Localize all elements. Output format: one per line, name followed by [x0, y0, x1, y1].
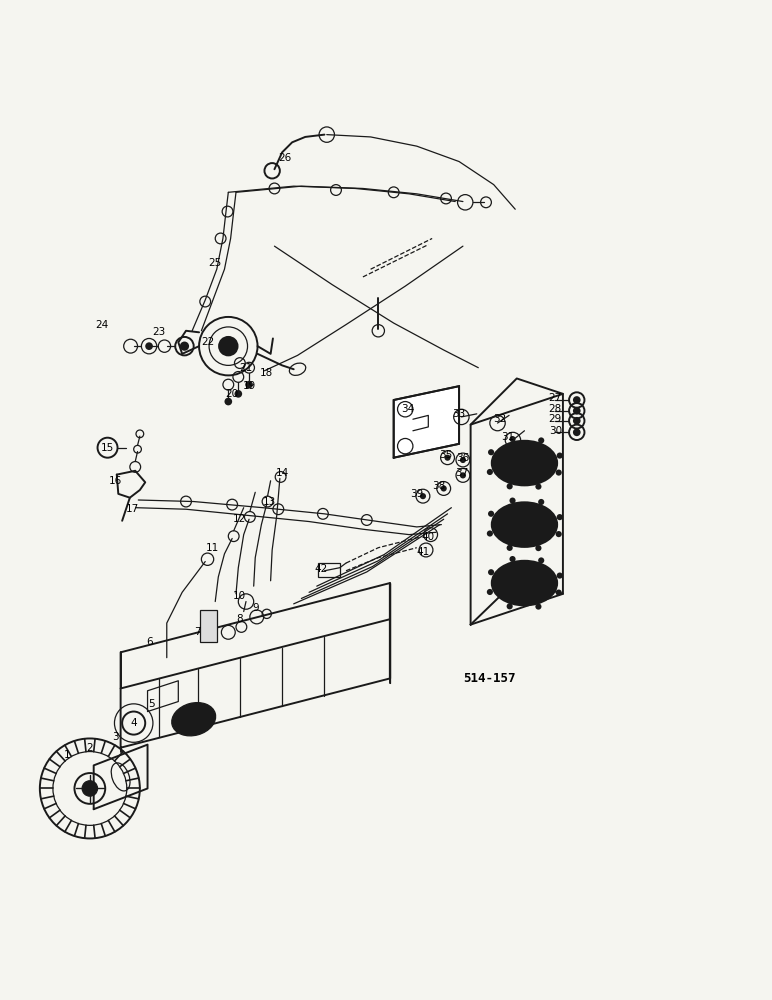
- Text: 4: 4: [130, 718, 137, 728]
- Ellipse shape: [515, 576, 534, 590]
- Text: 14: 14: [276, 468, 289, 478]
- Text: 6: 6: [146, 637, 152, 647]
- Text: 35: 35: [439, 450, 452, 460]
- Text: 13: 13: [262, 497, 276, 507]
- Circle shape: [488, 569, 494, 575]
- Circle shape: [556, 469, 562, 476]
- Text: 22: 22: [201, 337, 214, 347]
- Text: 42: 42: [314, 564, 327, 574]
- Circle shape: [506, 483, 513, 489]
- Ellipse shape: [171, 703, 215, 736]
- Circle shape: [145, 342, 153, 350]
- Text: 25: 25: [208, 258, 222, 268]
- Circle shape: [487, 469, 493, 475]
- Text: 24: 24: [95, 320, 108, 330]
- Circle shape: [488, 449, 494, 455]
- Text: 1: 1: [63, 750, 70, 760]
- Text: 15: 15: [101, 443, 114, 453]
- Text: 11: 11: [206, 543, 219, 553]
- Circle shape: [225, 398, 232, 405]
- Circle shape: [506, 545, 513, 551]
- Circle shape: [556, 589, 562, 596]
- Ellipse shape: [515, 518, 534, 532]
- Circle shape: [573, 428, 581, 436]
- Text: 36: 36: [456, 453, 469, 463]
- Text: 16: 16: [109, 476, 122, 486]
- Text: 26: 26: [278, 153, 291, 163]
- Circle shape: [573, 407, 581, 415]
- Circle shape: [445, 455, 451, 461]
- Text: 9: 9: [252, 603, 259, 613]
- Text: 19: 19: [242, 381, 256, 391]
- Bar: [200, 610, 217, 642]
- Circle shape: [538, 557, 544, 564]
- Ellipse shape: [515, 456, 534, 470]
- Circle shape: [488, 511, 494, 517]
- Circle shape: [420, 493, 426, 499]
- Text: 34: 34: [401, 404, 414, 414]
- Text: 18: 18: [260, 368, 273, 378]
- Ellipse shape: [492, 441, 557, 485]
- Text: 21: 21: [239, 363, 252, 373]
- Polygon shape: [394, 386, 459, 458]
- Text: 12: 12: [233, 514, 246, 524]
- Ellipse shape: [492, 502, 557, 547]
- Text: 8: 8: [236, 614, 243, 624]
- Circle shape: [557, 452, 563, 459]
- Text: 2: 2: [86, 743, 93, 753]
- Circle shape: [556, 531, 562, 537]
- Circle shape: [557, 514, 563, 520]
- Text: 20: 20: [225, 389, 239, 399]
- Text: 5: 5: [148, 699, 154, 709]
- Circle shape: [573, 396, 581, 404]
- Circle shape: [235, 390, 242, 398]
- Circle shape: [535, 545, 541, 551]
- Circle shape: [460, 457, 466, 463]
- Circle shape: [557, 572, 563, 579]
- Circle shape: [180, 342, 189, 351]
- Text: 10: 10: [233, 591, 246, 601]
- Circle shape: [535, 484, 541, 490]
- Ellipse shape: [503, 510, 546, 539]
- Text: 29: 29: [549, 414, 562, 424]
- Circle shape: [487, 589, 493, 595]
- Text: 7: 7: [195, 627, 201, 637]
- Ellipse shape: [503, 448, 546, 478]
- Bar: [318, 563, 340, 577]
- Circle shape: [538, 499, 544, 505]
- Text: 3: 3: [112, 732, 119, 742]
- Text: 37: 37: [455, 468, 468, 478]
- Text: 40: 40: [422, 532, 435, 542]
- Circle shape: [460, 472, 466, 478]
- Text: 33: 33: [452, 409, 466, 419]
- Circle shape: [245, 381, 253, 388]
- Text: 23: 23: [152, 327, 166, 337]
- Text: 38: 38: [432, 481, 445, 491]
- Text: 31: 31: [501, 432, 514, 442]
- Circle shape: [535, 604, 541, 610]
- Circle shape: [506, 603, 513, 609]
- Text: 30: 30: [549, 426, 562, 436]
- Text: 41: 41: [416, 547, 429, 557]
- Circle shape: [510, 498, 516, 504]
- Circle shape: [487, 530, 493, 537]
- Text: 27: 27: [549, 393, 562, 403]
- Ellipse shape: [492, 561, 557, 605]
- Circle shape: [441, 485, 447, 492]
- Circle shape: [538, 437, 544, 444]
- Circle shape: [573, 417, 581, 425]
- Circle shape: [510, 436, 516, 442]
- Text: 39: 39: [410, 489, 423, 499]
- Text: 17: 17: [126, 504, 139, 514]
- Text: 514-157: 514-157: [464, 672, 516, 685]
- Ellipse shape: [503, 568, 546, 598]
- Text: 28: 28: [549, 404, 562, 414]
- Text: 32: 32: [493, 414, 506, 424]
- Circle shape: [219, 337, 238, 355]
- Circle shape: [510, 556, 516, 562]
- Circle shape: [82, 781, 97, 796]
